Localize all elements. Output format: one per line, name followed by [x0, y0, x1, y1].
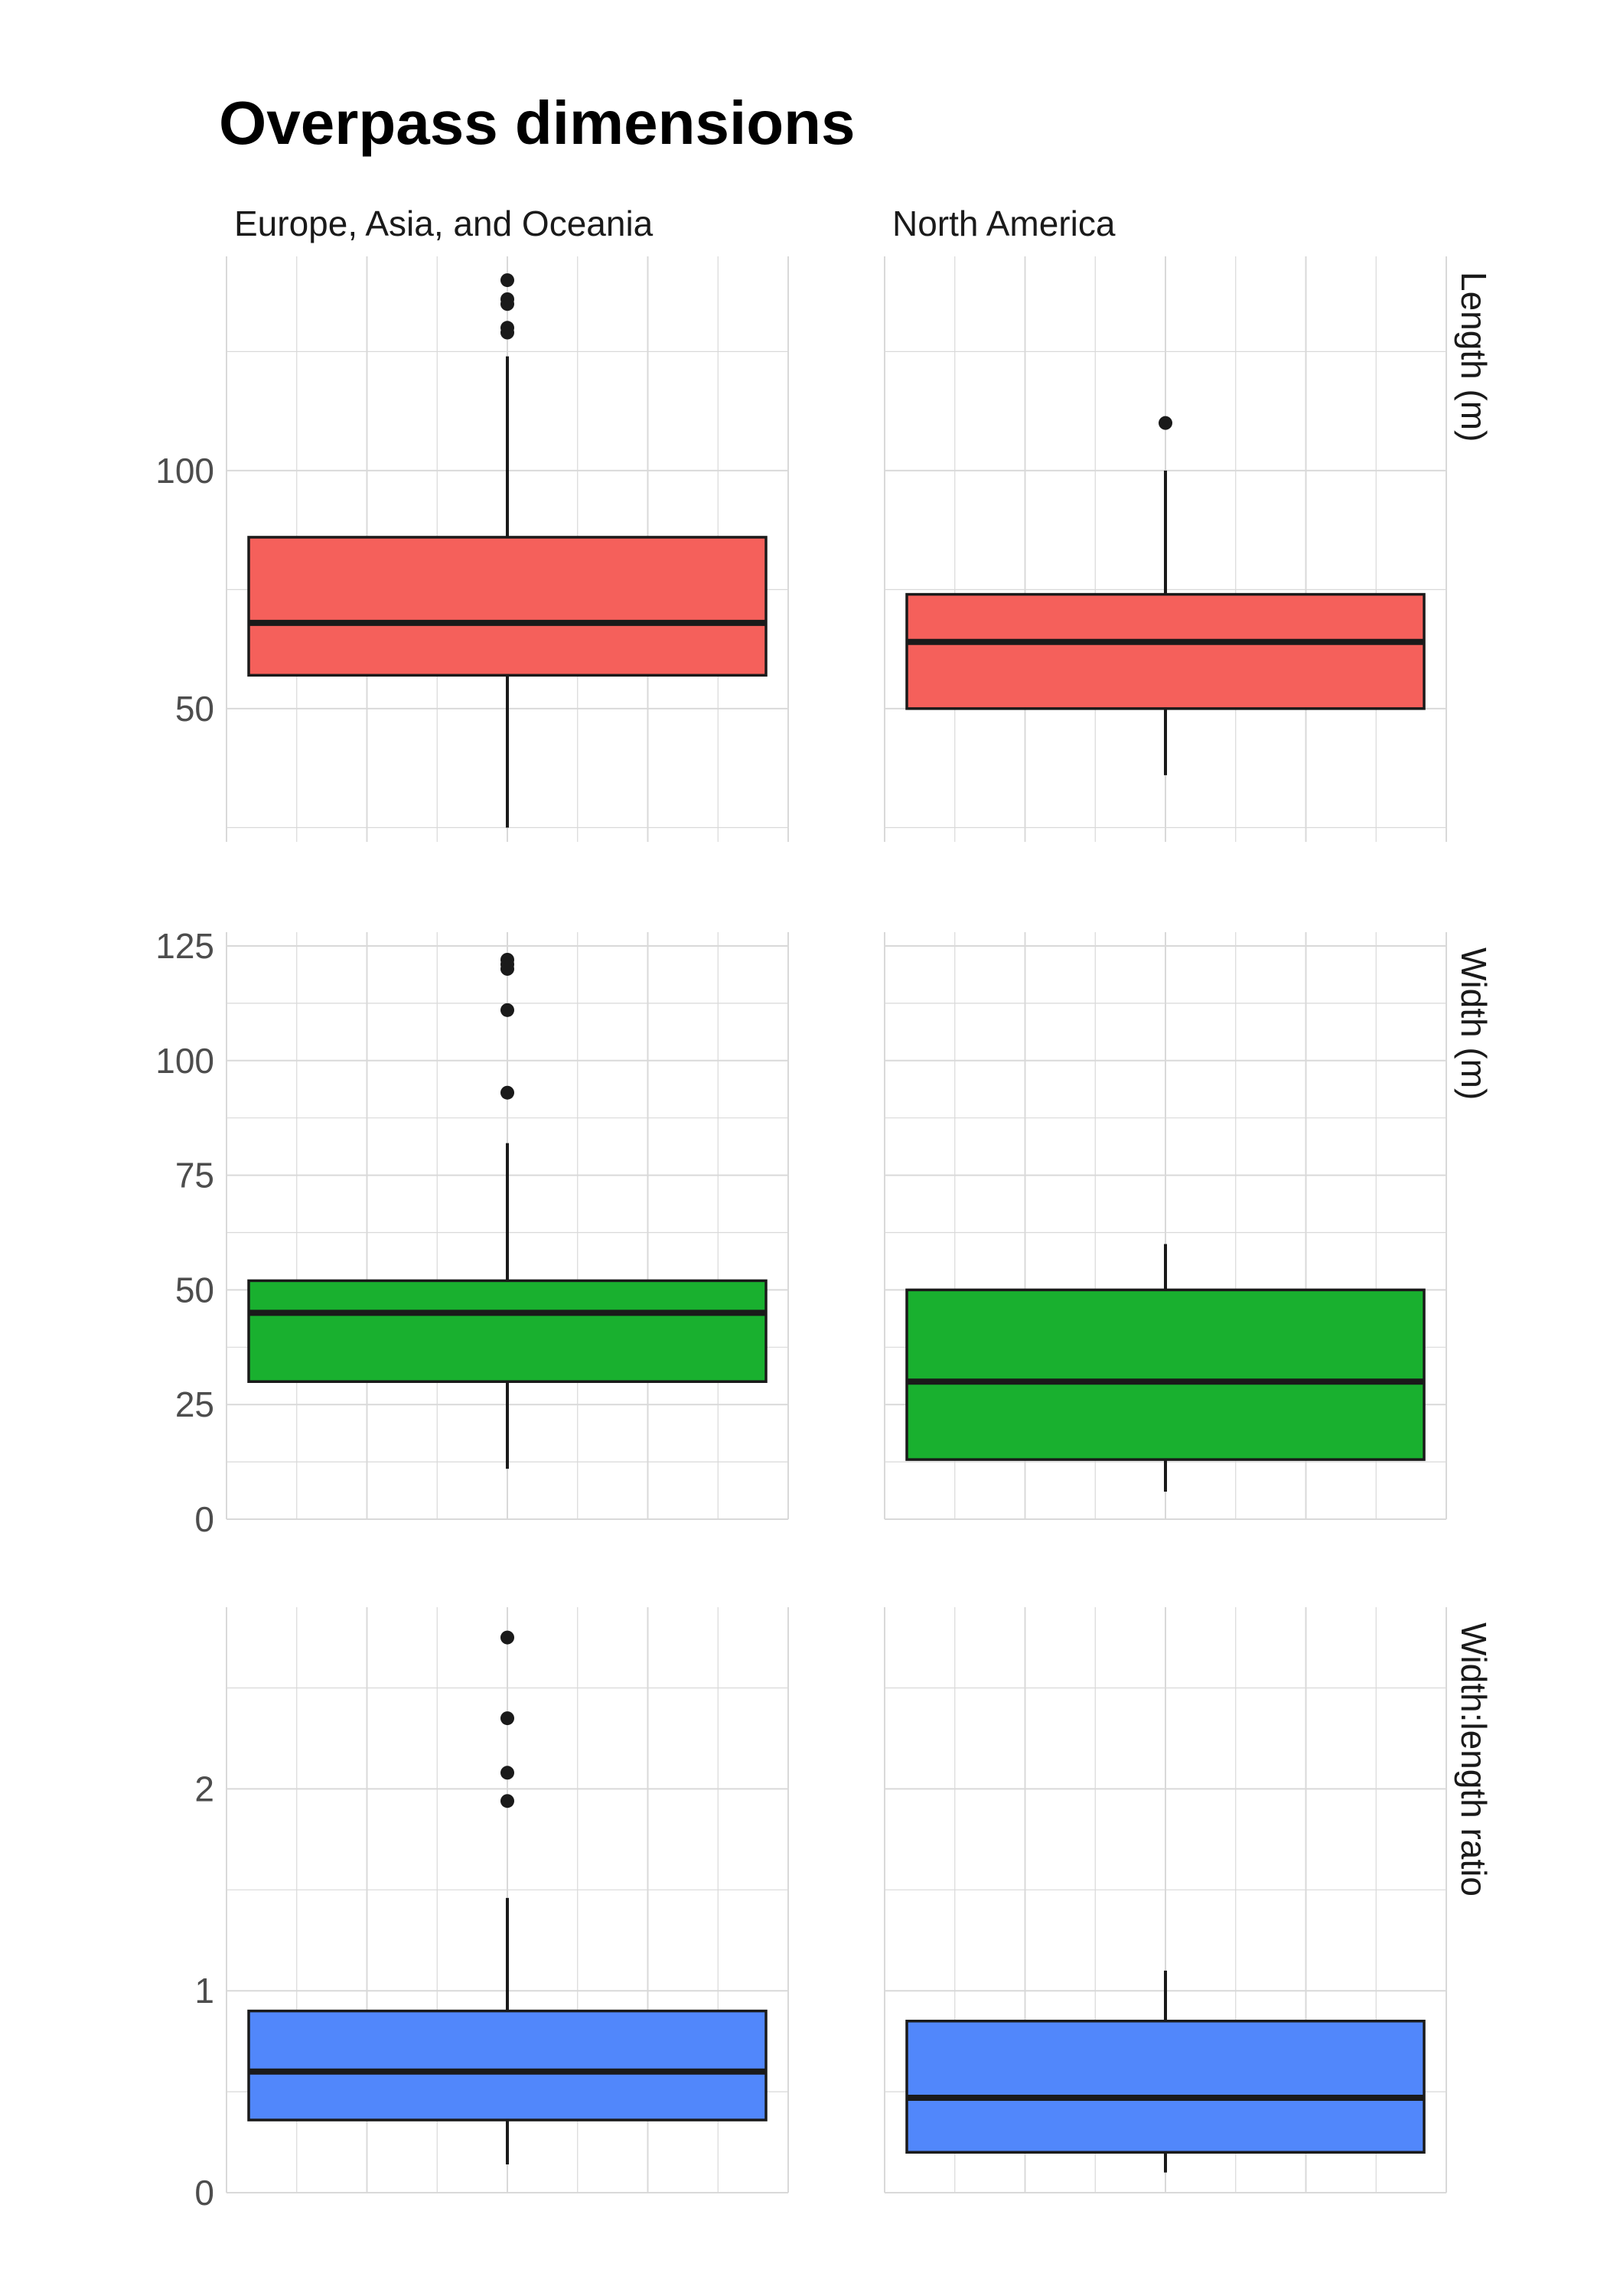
row-label: Length (m)	[1454, 272, 1494, 442]
y-tick-label: 100	[155, 1041, 214, 1081]
column-label-europe-asia-oceania: Europe, Asia, and Oceania	[234, 204, 654, 243]
outlier-point	[500, 273, 514, 288]
outlier-point	[500, 292, 514, 306]
outlier-point	[500, 1711, 514, 1726]
facet-panels: 50 100 0 25 50 75 100 125 0 1 2	[155, 256, 1447, 2213]
y-tick-label: 50	[175, 1270, 214, 1309]
y-tick-label: 0	[194, 2173, 214, 2213]
chart-title: Overpass dimensions	[219, 89, 855, 157]
y-tick-label: 75	[175, 1156, 214, 1195]
panel-1-0: 0 25 50 75 100 125	[155, 926, 789, 1539]
iqr-box	[905, 2020, 1426, 2154]
iqr-box	[905, 1288, 1426, 1461]
iqr-box	[247, 536, 768, 677]
outlier-point	[500, 1794, 514, 1808]
outlier-point	[500, 1085, 514, 1100]
y-tick-label: 1	[194, 1971, 214, 2011]
y-tick-label: 100	[155, 451, 214, 491]
facet-row-labels: Length (m) Width (m) Width:length ratio	[1454, 272, 1494, 1896]
panel-0-0: 50 100	[155, 256, 789, 842]
panel-1-1	[884, 932, 1447, 1520]
outlier-point	[500, 952, 514, 967]
outlier-point	[500, 321, 514, 335]
outlier-point	[500, 1630, 514, 1645]
outlier-point	[1159, 416, 1172, 430]
y-tick-label: 0	[194, 1499, 214, 1539]
column-label-north-america: North America	[892, 204, 1116, 243]
iqr-box	[905, 592, 1426, 710]
panel-0-1	[884, 256, 1447, 842]
iqr-box	[247, 2009, 768, 2122]
y-tick-label: 125	[155, 926, 214, 966]
outlier-point	[500, 1003, 514, 1017]
iqr-box	[247, 1279, 768, 1383]
outlier-point	[500, 1766, 514, 1780]
row-label: Width (m)	[1454, 947, 1494, 1100]
panel-2-0: 0 1 2	[194, 1607, 789, 2213]
y-tick-label: 2	[194, 1769, 214, 1808]
panel-2-1	[884, 1607, 1447, 2193]
y-tick-label: 25	[175, 1384, 214, 1424]
row-label: Width:length ratio	[1454, 1623, 1494, 1896]
y-tick-label: 50	[175, 689, 214, 729]
